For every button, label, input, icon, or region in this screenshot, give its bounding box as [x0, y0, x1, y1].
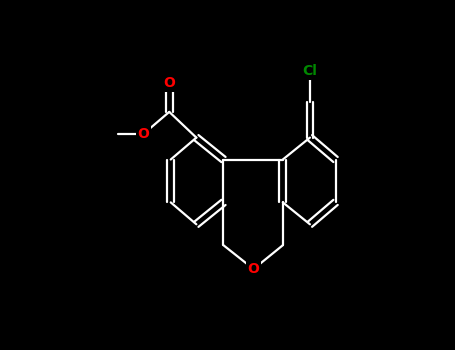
Text: Cl: Cl — [303, 64, 317, 78]
Text: O: O — [138, 127, 150, 141]
Text: O: O — [248, 262, 259, 276]
Text: O: O — [163, 76, 175, 90]
